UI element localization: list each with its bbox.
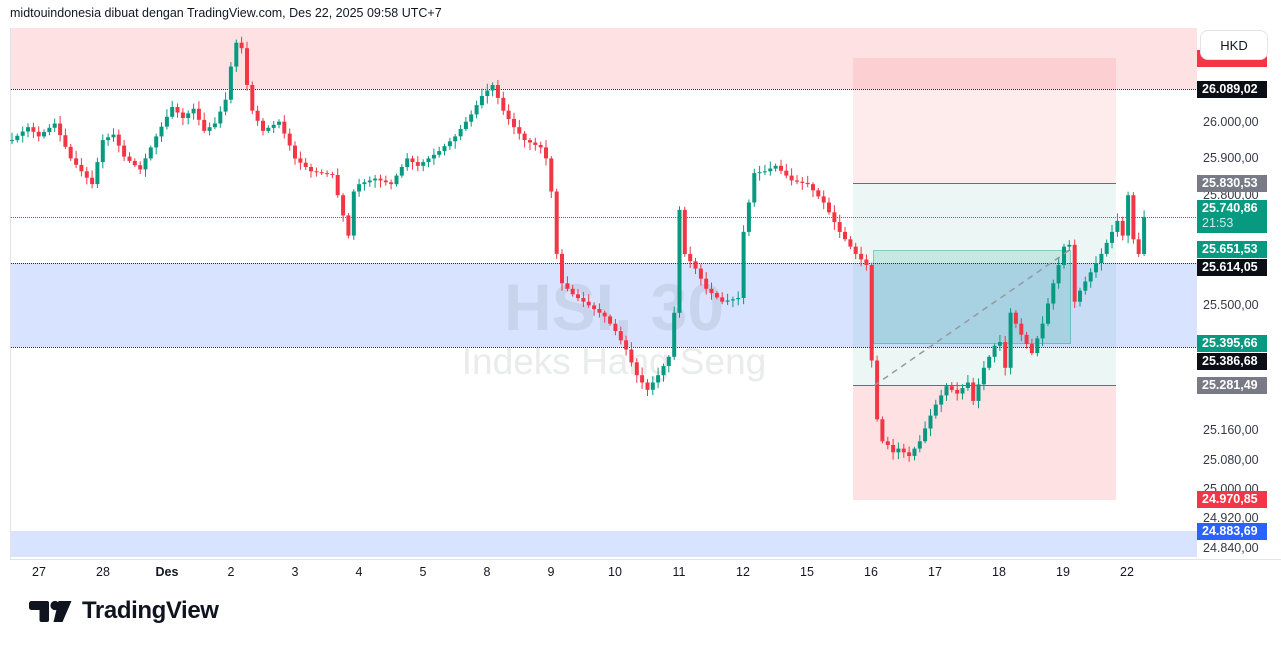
price-axis-label: 25.900,00 [1203,151,1259,166]
price-level-line [11,89,1198,90]
time-axis-label: 8 [483,565,491,579]
time-axis-label: 3 [291,565,299,579]
price-axis-label: 24.920,00 [1203,511,1259,526]
price-zone-band [11,530,1197,557]
price-tag: 25.614,05 [1197,259,1267,277]
price-level-line [11,216,1198,218]
price-axis-label: 25.080,00 [1203,452,1259,467]
price-axis-label: 25.160,00 [1203,423,1259,438]
time-axis-label: 10 [608,565,622,579]
chart-plot-area[interactable]: HSI, 30 Indeks Hang Seng [10,27,1198,559]
time-axis-label: 18 [992,565,1006,579]
tradingview-logo[interactable]: TradingView [28,597,219,625]
price-zone-band [11,27,1197,89]
time-axis-label: 22 [1120,565,1134,579]
supply-demand-box [853,58,1116,184]
supply-demand-box [853,385,1116,500]
tradingview-logo-text: TradingView [82,597,219,624]
currency-unit-label: HKD [1220,37,1248,53]
currency-unit-button[interactable]: HKD [1200,30,1268,60]
time-axis-label: 19 [1056,565,1070,579]
time-axis-label: 17 [928,565,942,579]
price-tag: 24.883,69 [1197,523,1267,541]
price-tag: 25.395,66 [1197,335,1267,353]
price-tag: 24.970,85 [1197,491,1267,509]
price-axis-label: 25.500,00 [1203,298,1259,313]
time-axis-label: 16 [864,565,878,579]
time-axis-label: 28 [96,565,110,579]
price-level-line [11,263,1198,265]
time-axis-label: 2 [227,565,235,579]
time-axis-label: 9 [547,565,555,579]
attribution-text: midtouindonesia dibuat dengan TradingVie… [10,6,442,20]
price-tag: 25.281,49 [1197,377,1267,395]
price-level-line [11,347,1198,348]
price-axis[interactable]: 26.000,00 25.900,00 25.800,00 25.500,00 25.1… [1197,28,1281,559]
time-axis-label: 4 [355,565,363,579]
price-tag: 25.386,68 [1197,353,1267,371]
time-axis[interactable]: 27 28 Des 2 3 4 5 8 9 10 11 12 15 16 17 18 19 22 [10,559,1281,586]
time-axis-label: 5 [419,565,427,579]
tradingview-logo-icon [29,600,72,622]
current-price-tag: 25.740,86 21:53 [1197,200,1267,234]
time-axis-label: 27 [32,565,46,579]
price-tag: 26.089,02 [1197,80,1267,98]
time-axis-label: 12 [736,565,750,579]
time-axis-label: 15 [800,565,814,579]
price-tag: 25.651,53 [1197,241,1267,259]
price-axis-label: 26.000,00 [1203,114,1259,129]
price-axis-label: 24.840,00 [1203,540,1259,555]
time-axis-label: Des [155,565,179,579]
bar-countdown: 21:53 [1202,216,1234,231]
time-axis-label: 11 [672,565,686,579]
price-tag: 25.830,53 [1197,175,1267,193]
